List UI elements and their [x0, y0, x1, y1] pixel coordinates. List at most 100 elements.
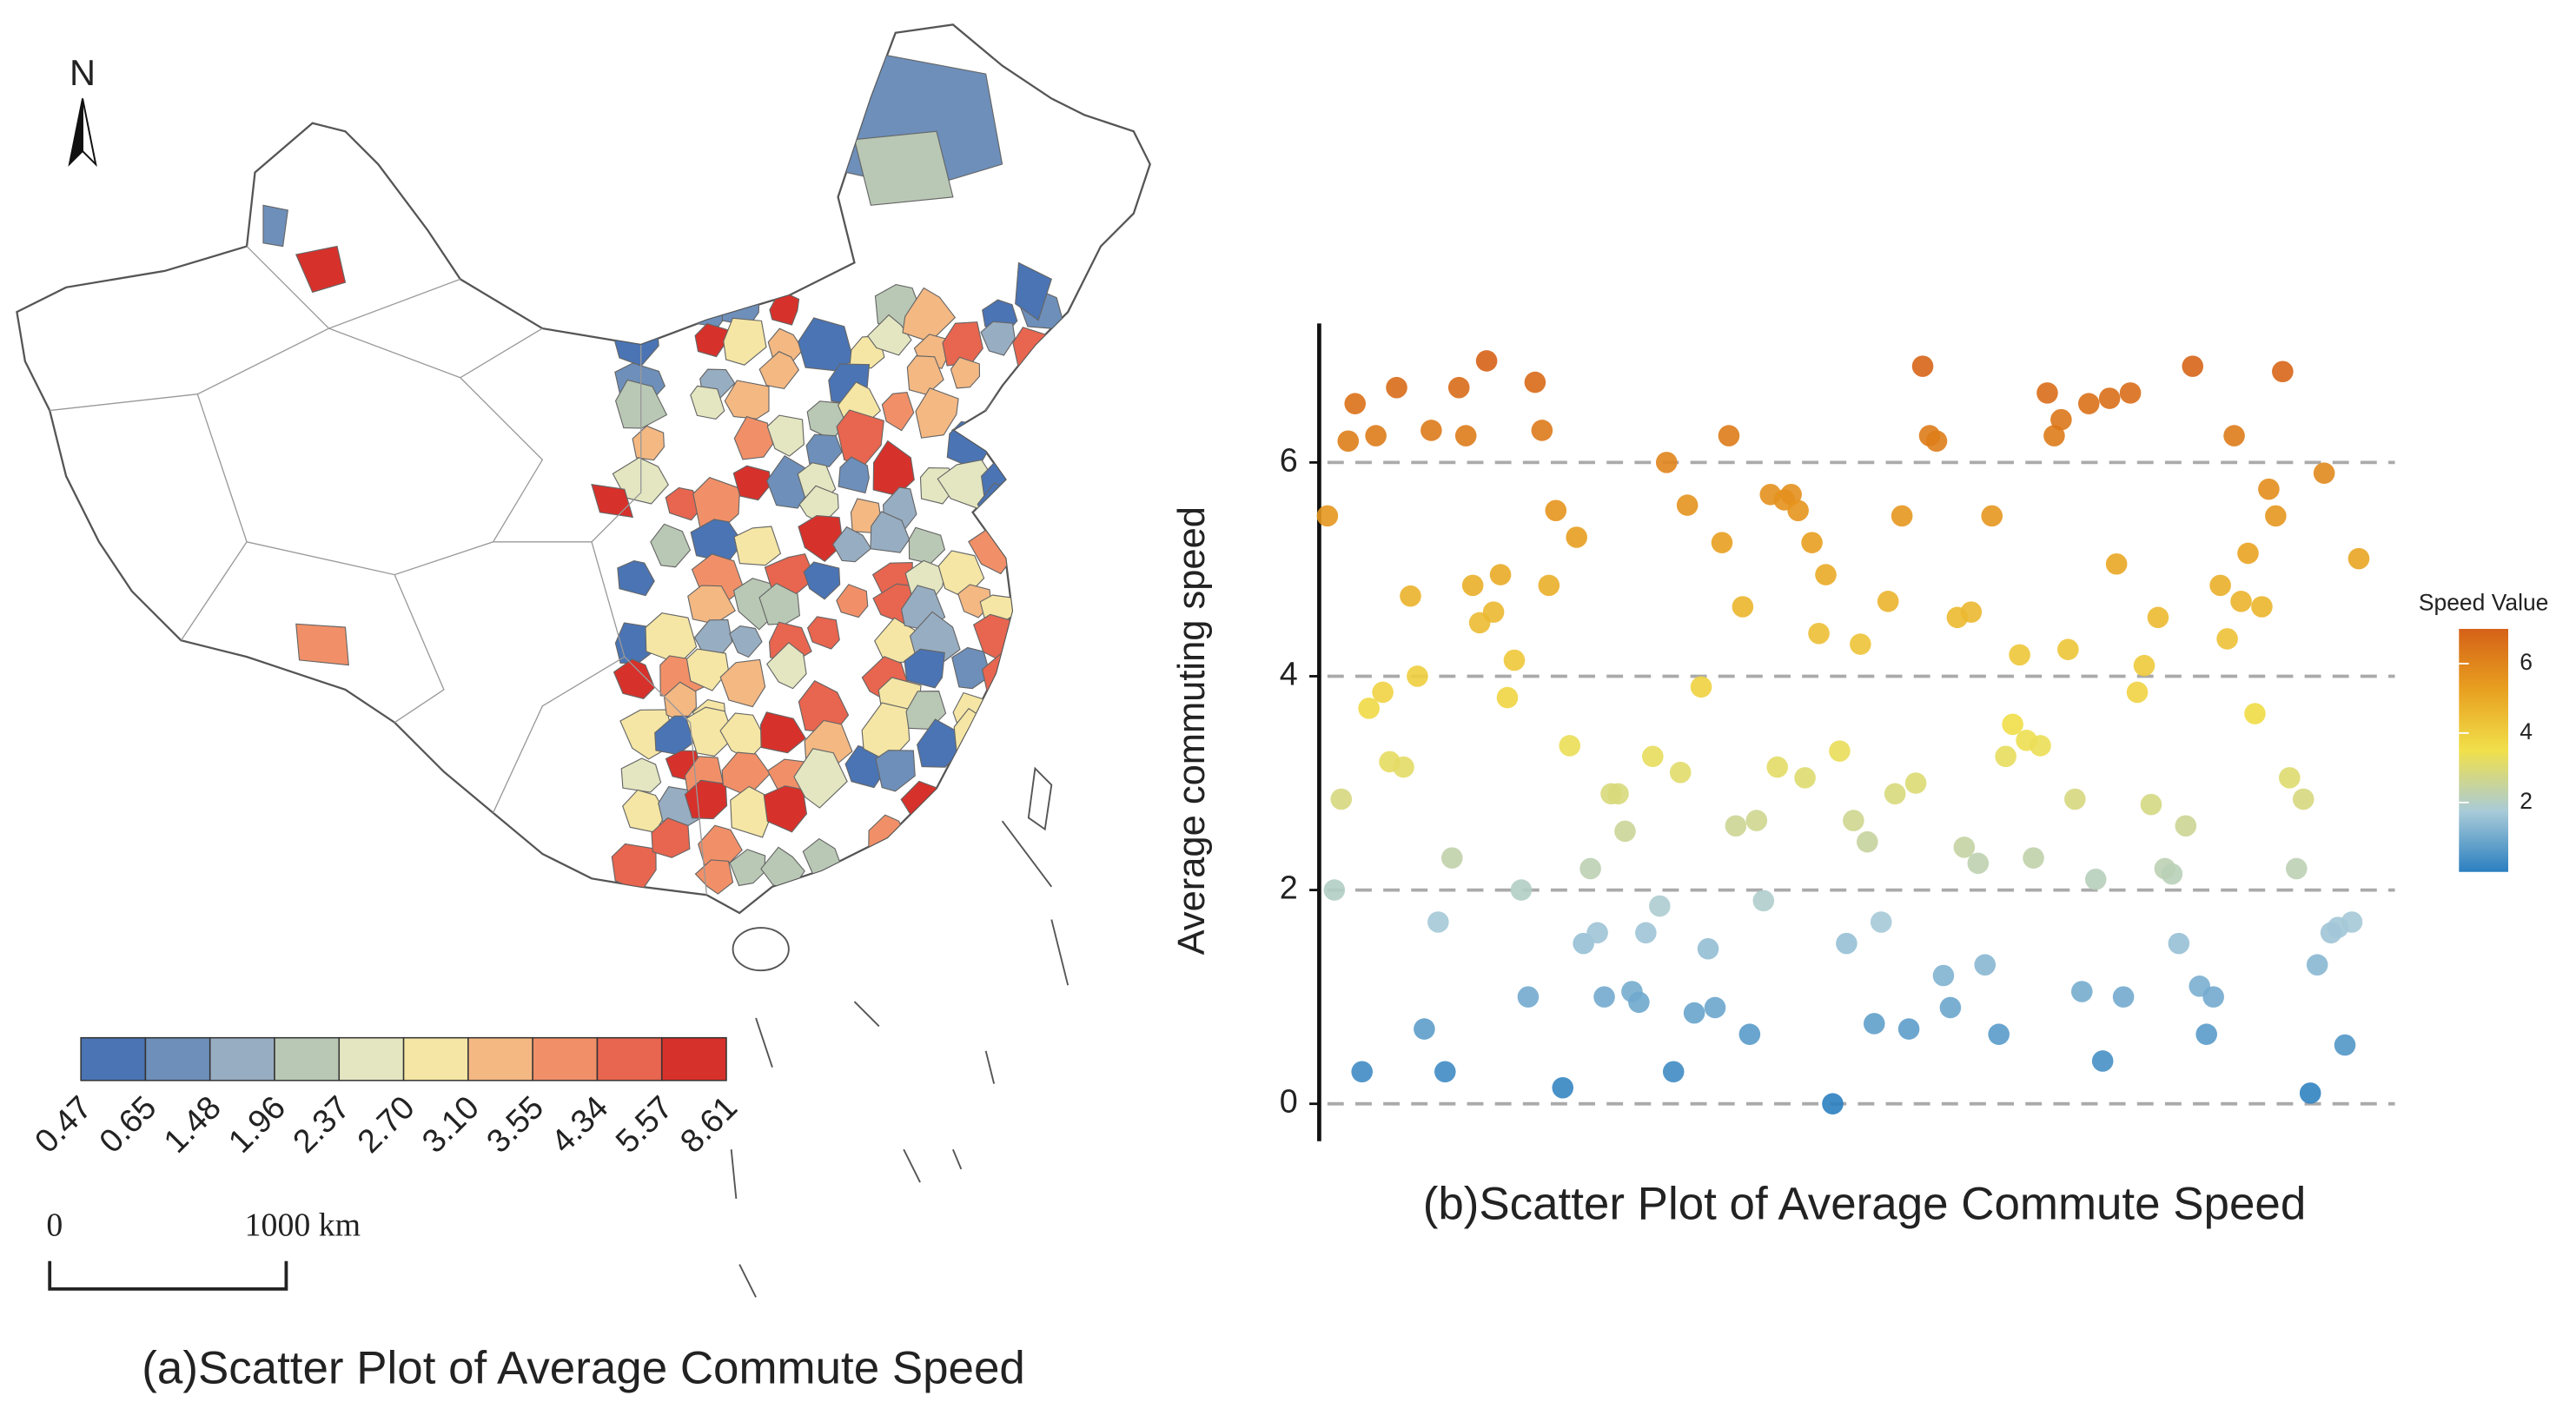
- region: [986, 416, 1023, 453]
- legend-break-label: 3.55: [480, 1089, 551, 1161]
- region: [724, 380, 770, 420]
- point: [2299, 1082, 2321, 1104]
- point: [1752, 890, 1775, 912]
- point: [1939, 996, 1962, 1019]
- legend-swatch: [80, 1036, 147, 1081]
- legend-swatch: [467, 1036, 533, 1081]
- region: [978, 720, 1018, 756]
- point: [1316, 505, 1339, 527]
- colorbar-title: Speed Value: [2419, 590, 2549, 616]
- region: [613, 658, 656, 699]
- point: [1808, 622, 1830, 645]
- point: [1857, 830, 1878, 853]
- point: [1386, 376, 1407, 399]
- point: [1870, 911, 1892, 933]
- point: [2133, 654, 2155, 677]
- colorbar-tick-label: 2: [2520, 788, 2533, 814]
- legend-break-label: 8.61: [673, 1089, 745, 1161]
- point: [1745, 810, 1768, 831]
- region: [1019, 691, 1062, 736]
- region: [806, 616, 840, 650]
- region: [1012, 819, 1054, 863]
- scale-end: 1000 km: [245, 1207, 361, 1244]
- point: [2098, 387, 2121, 409]
- region: [836, 584, 869, 618]
- point: [1427, 911, 1449, 933]
- point: [1524, 371, 1546, 394]
- point: [2175, 815, 2197, 837]
- point: [1393, 756, 1414, 778]
- point: [1517, 986, 1540, 1008]
- point: [1407, 665, 1428, 687]
- region: [694, 859, 734, 895]
- point: [1676, 494, 1699, 516]
- point: [1843, 810, 1864, 831]
- point: [2168, 932, 2190, 955]
- point: [1538, 574, 1560, 597]
- region: [875, 750, 916, 792]
- point: [1559, 735, 1581, 757]
- point: [1960, 601, 1983, 623]
- region: [803, 561, 841, 600]
- point: [1552, 1076, 1574, 1099]
- region: [295, 623, 349, 666]
- region: [620, 757, 662, 793]
- region: [1025, 617, 1066, 652]
- region: [729, 625, 763, 658]
- region: [793, 748, 848, 809]
- region: [690, 385, 725, 420]
- legend-break-label: 4.34: [545, 1089, 616, 1161]
- point: [2091, 1050, 2114, 1072]
- legend-break-label: 0.47: [28, 1089, 99, 1161]
- point: [1482, 601, 1505, 623]
- point: [2237, 542, 2259, 565]
- point: [2119, 382, 2142, 404]
- point: [2258, 478, 2280, 500]
- point: [1586, 922, 1608, 944]
- point: [2043, 425, 2065, 446]
- point: [1794, 767, 1816, 789]
- point: [2285, 857, 2308, 880]
- region: [944, 815, 982, 853]
- legend-swatch: [402, 1036, 469, 1081]
- point: [2265, 505, 2287, 527]
- region: [1019, 586, 1055, 626]
- point: [2050, 408, 2072, 431]
- north-arrow-half: [82, 98, 97, 167]
- point: [2334, 1034, 2356, 1056]
- province-lines: [50, 246, 707, 896]
- point: [1683, 1002, 1705, 1024]
- region: [1016, 552, 1059, 597]
- region: [617, 559, 655, 597]
- region: [729, 849, 766, 887]
- region: [915, 387, 959, 439]
- scatter-panel: Average commuting speed (b)Scatter Plot …: [1171, 323, 2548, 1229]
- point: [1454, 425, 1477, 446]
- legend-break-label: 3.10: [415, 1089, 487, 1161]
- point: [1911, 355, 1934, 377]
- region: [1014, 513, 1060, 562]
- region: [719, 658, 766, 708]
- region: [805, 433, 843, 467]
- point: [1614, 820, 1636, 843]
- point: [1400, 585, 1421, 607]
- legend-swatch: [660, 1036, 727, 1081]
- colorbar-tick-label: 4: [2520, 718, 2533, 744]
- point: [2313, 462, 2335, 484]
- legend-swatch: [274, 1036, 341, 1081]
- region: [853, 130, 954, 206]
- region: [759, 711, 806, 754]
- point: [1697, 937, 1719, 960]
- region: [979, 841, 1031, 898]
- region: [758, 351, 800, 390]
- region: [881, 391, 915, 432]
- region: [838, 456, 870, 494]
- point: [1372, 681, 1394, 704]
- legend-swatch: [144, 1036, 211, 1081]
- point: [2195, 1023, 2217, 1045]
- country-outline: [16, 23, 1151, 915]
- region: [685, 648, 730, 691]
- point: [2348, 547, 2370, 570]
- colorbar-tick-label: 6: [2520, 649, 2533, 675]
